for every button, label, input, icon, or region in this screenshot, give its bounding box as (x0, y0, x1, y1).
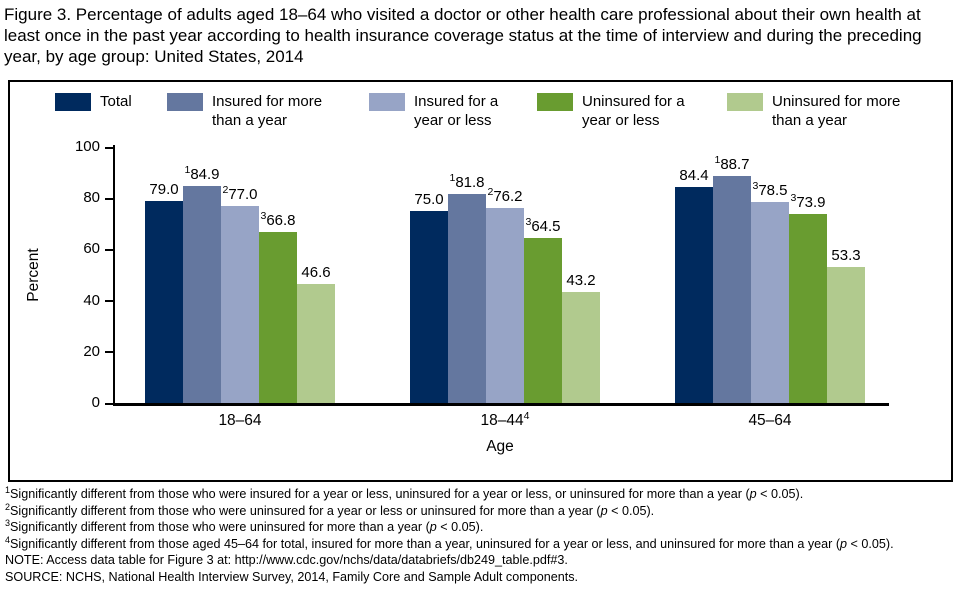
bar (789, 214, 827, 403)
legend-swatch-uninsured-year-or-less (537, 93, 573, 111)
bar-value-label: 75.0 (414, 191, 444, 208)
bar (259, 232, 297, 403)
y-axis-tick-label: 60 (83, 240, 100, 258)
bar-value-label: 181.8 (449, 172, 485, 191)
bar-value-label: 84.4 (679, 167, 709, 184)
footnote-line: 2Significantly different from those who … (5, 501, 655, 518)
y-axis-tick-label: 80 (83, 189, 100, 207)
y-axis-tick (105, 300, 113, 303)
bar-value-label: 43.2 (566, 272, 596, 289)
footnote-line: 3Significantly different from those who … (5, 518, 484, 535)
bar (751, 202, 789, 403)
bar (675, 187, 713, 403)
bar (827, 267, 865, 403)
y-axis-tick (105, 248, 113, 251)
bar-value-label: 378.5 (752, 180, 788, 199)
y-axis-line (113, 145, 115, 406)
legend-swatch-uninsured-more-than-year (727, 93, 763, 111)
legend-item-uninsured-year-or-less: Uninsured for a year or less (537, 92, 702, 130)
legend-label: Insured for a year or less (414, 93, 499, 129)
legend-item-insured-year-or-less: Insured for a year or less (369, 92, 519, 130)
bar (221, 206, 259, 403)
y-axis-tick (105, 402, 113, 405)
x-axis-title: Age (486, 438, 514, 455)
bar (562, 292, 600, 403)
bar (297, 284, 335, 403)
chart-frame: Total Insured for more than a year Insur… (8, 80, 953, 482)
y-axis-tick (105, 197, 113, 200)
footnote-line: 1Significantly different from those who … (5, 484, 804, 501)
y-axis-tick-label: 0 (91, 394, 100, 411)
bar (486, 208, 524, 403)
legend-item-insured-more-than-year: Insured for more than a year (167, 92, 347, 130)
bar (145, 201, 183, 403)
x-axis-line (113, 403, 889, 406)
bar-value-label: 366.8 (260, 210, 296, 229)
footnote-line: 4Significantly different from those aged… (5, 534, 894, 551)
figure-title: Figure 3. Percentage of adults aged 18–6… (4, 5, 922, 66)
bar-value-label: 276.2 (487, 186, 523, 205)
legend-label: Uninsured for more than a year (772, 93, 901, 129)
bar (448, 194, 486, 403)
legend-swatch-insured-year-or-less (369, 93, 405, 111)
legend-label: Insured for more than a year (212, 93, 323, 129)
y-axis-tick-label: 20 (83, 342, 100, 360)
x-axis-category-label: 18–64 (218, 412, 262, 429)
footnotes: 1Significantly different from those who … (5, 484, 957, 586)
bar (524, 238, 562, 403)
bar-value-label: 184.9 (184, 164, 220, 183)
bar-value-label: 53.3 (831, 247, 861, 264)
bar-value-label: 46.6 (301, 264, 331, 281)
bar-value-label: 373.9 (790, 192, 826, 211)
bar-value-label: 277.0 (222, 184, 258, 203)
y-axis-tick (105, 351, 113, 354)
bar-value-label: 188.7 (714, 154, 750, 173)
bar (183, 186, 221, 403)
legend-label: Total (100, 93, 132, 110)
legend-item-uninsured-more-than-year: Uninsured for more than a year (727, 92, 920, 130)
bar-value-label: 79.0 (149, 181, 179, 198)
y-axis-tick-label: 40 (83, 291, 100, 309)
bar (410, 211, 448, 403)
footnote-line: SOURCE: NCHS, National Health Interview … (5, 569, 579, 584)
y-axis-title: Percent (25, 248, 42, 302)
x-axis-category-label: 45–64 (748, 412, 792, 429)
legend-swatch-total (55, 93, 91, 111)
legend-swatch-insured-more-than-year (167, 93, 203, 111)
footnote-line: NOTE: Access data table for Figure 3 at:… (5, 553, 568, 568)
legend-item-total: Total (55, 92, 132, 111)
bar-value-label: 364.5 (525, 216, 561, 235)
bar (713, 176, 751, 403)
x-axis-category-label: 18–444 (480, 409, 530, 429)
y-axis-tick (105, 146, 113, 149)
legend-label: Uninsured for a year or less (582, 93, 685, 129)
y-axis-tick-label: 100 (74, 138, 100, 155)
